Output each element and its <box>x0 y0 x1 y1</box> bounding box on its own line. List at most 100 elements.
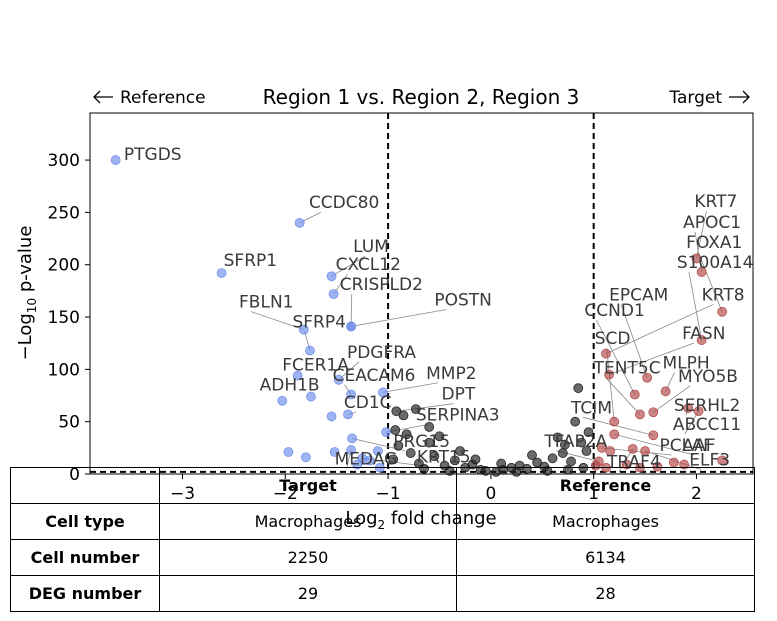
leader-line <box>653 385 691 413</box>
leader-line <box>382 382 439 393</box>
gene-label-dpt: DPT <box>442 385 476 405</box>
data-point <box>300 452 311 463</box>
gene-label-cxcl12: CXCL12 <box>336 255 401 275</box>
leader-line <box>605 377 641 415</box>
point-mmp2 <box>378 387 388 398</box>
target-cell-type: Macrophages <box>159 503 457 540</box>
data-point <box>391 406 402 417</box>
point-pdgfra <box>333 374 344 385</box>
data-points <box>110 155 728 477</box>
point-krt8 <box>601 348 611 359</box>
reference-annotation-label: Reference <box>120 88 206 108</box>
gene-label-s100a14: S100A14 <box>677 253 754 273</box>
point-lum <box>326 271 337 282</box>
gene-label-tcim: TCIM <box>570 398 612 418</box>
gene-label-krt15: KRT15 <box>417 447 471 467</box>
leader-line <box>697 251 723 312</box>
leader-line <box>605 303 714 355</box>
gene-label-pdgfra: PDGFRA <box>347 343 416 363</box>
data-point <box>583 427 594 438</box>
leader-line <box>582 416 654 436</box>
gene-label-lum: LUM <box>353 237 389 257</box>
gene-label-medag: MEDAG <box>335 450 398 470</box>
target-cell-number: 2250 <box>159 539 457 576</box>
leader-line <box>606 348 615 422</box>
point-cd1c <box>343 409 353 420</box>
data-point <box>381 427 391 438</box>
data-point <box>390 425 401 435</box>
point-apoc1 <box>696 267 707 277</box>
gene-label-scd: SCD <box>595 329 631 349</box>
chart-title: Region 1 vs. Region 2, Region 3 <box>263 85 580 109</box>
point-ccdc80 <box>294 217 305 228</box>
point-sfrp4 <box>305 345 315 356</box>
gene-label-ccdc80: CCDC80 <box>309 193 379 213</box>
data-point <box>605 446 616 456</box>
gene-label-sfrp4: SFRP4 <box>292 313 345 333</box>
point-elf3 <box>640 446 650 456</box>
reference-cell-type: Macrophages <box>456 503 755 540</box>
data-point <box>410 404 421 415</box>
gene-label-mlph: MLPH <box>663 353 710 373</box>
gene-label-mmp2: MMP2 <box>426 364 476 384</box>
table-row: Cell type Macrophages Macrophages <box>10 503 755 540</box>
leader-line <box>351 309 447 327</box>
reference-deg-number: 28 <box>456 575 755 612</box>
gene-label-cd1c: CD1C <box>344 393 392 413</box>
data-point <box>527 450 537 461</box>
y-tick-label: 200 <box>48 256 80 276</box>
y-tick-label: 300 <box>48 151 80 171</box>
point-aaf <box>609 429 620 440</box>
point-tcim <box>648 430 659 441</box>
leader-line <box>596 319 636 395</box>
point-scd <box>609 416 620 427</box>
point-tent5c <box>635 409 645 420</box>
data-point <box>424 422 435 432</box>
data-point <box>364 455 375 466</box>
data-point <box>576 437 587 448</box>
row-label-cell-number: Cell number <box>10 539 160 576</box>
reference-annotation: Reference <box>93 88 206 108</box>
gene-label-ptgds: PTGDS <box>124 145 182 165</box>
gene-label-krt7: KRT7 <box>694 192 737 212</box>
point-cxcl12 <box>328 289 339 299</box>
gene-label-myo5b: MYO5B <box>678 367 738 387</box>
point-foxa1 <box>717 306 728 317</box>
point-adh1b-2 <box>277 395 288 406</box>
point-prg15 <box>347 433 358 444</box>
gene-label-apoc1: APOC1 <box>683 213 741 233</box>
y-tick-label: 150 <box>48 308 80 328</box>
y-axis-label-main: −Log <box>15 313 36 360</box>
y-tick-label: 250 <box>48 203 80 223</box>
point-epcam <box>642 372 653 383</box>
data-point <box>566 456 576 467</box>
summary-table: Target Reference Cell type Macrophages M… <box>10 467 755 612</box>
point-fasn <box>604 369 614 380</box>
data-point <box>434 431 445 442</box>
gene-label-foxa1: FOXA1 <box>686 233 742 253</box>
point-medag <box>346 445 356 455</box>
gene-label-tent5c: TENT5C <box>593 359 661 379</box>
data-point <box>532 457 543 468</box>
point-sfrp1 <box>216 268 227 278</box>
data-point <box>581 446 592 456</box>
data-point <box>547 453 558 464</box>
gene-label-serpina3: SERPINA3 <box>416 406 500 426</box>
point-myo5b <box>648 407 659 418</box>
row-label-cell-type: Cell type <box>10 503 160 540</box>
gene-label-aaf: AAF <box>682 436 716 456</box>
point-postn <box>346 321 356 332</box>
point-serpina3 <box>326 411 337 422</box>
gene-label-serhl2: SERHL2 <box>674 396 740 416</box>
data-point <box>372 446 383 456</box>
target-deg-number: 29 <box>159 575 457 612</box>
leader-line <box>614 433 695 456</box>
data-point <box>393 440 404 451</box>
leader-line <box>396 403 454 412</box>
point-ceacam6 <box>346 389 356 400</box>
data-point <box>401 429 412 440</box>
gene-label-crispld2: CRISPLD2 <box>340 275 423 295</box>
gene-label-fbln1: FBLN1 <box>239 293 293 313</box>
